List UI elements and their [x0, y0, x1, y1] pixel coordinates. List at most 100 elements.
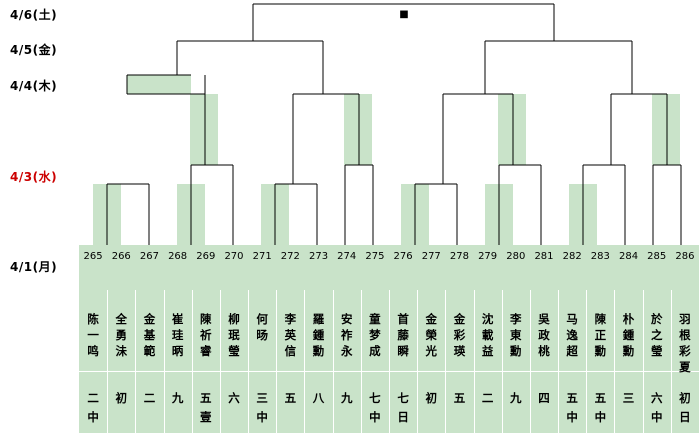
player-column: 279 沈載益二 — [474, 245, 502, 433]
player-number: 269 — [196, 251, 216, 262]
date-label-apr4: 4/4(木) — [10, 79, 58, 93]
player-name: 於之瑩 — [650, 312, 663, 358]
player-column: 283 陳正勳五中 — [586, 245, 614, 433]
player-column: 265 陈一鸣二中 — [79, 245, 107, 433]
player-column: 282 马逸超五中 — [558, 245, 586, 433]
player-name: 童梦成 — [369, 312, 381, 358]
player-name: 马逸超 — [566, 312, 578, 358]
player-column: 277 金榮光初 — [417, 245, 445, 433]
player-rank: 九 — [510, 391, 522, 405]
column-separator — [276, 290, 278, 433]
player-name: 陳正勳 — [594, 312, 607, 358]
column-separator — [642, 290, 644, 433]
player-column: 285 於之瑩六中 — [643, 245, 671, 433]
column-separator — [445, 290, 447, 433]
player-name: 安祚永 — [340, 312, 353, 358]
player-name: 金基範 — [143, 312, 156, 358]
column-separator — [107, 290, 109, 433]
player-name: 金榮光 — [425, 312, 438, 358]
player-name: 陳祈睿 — [200, 312, 212, 358]
player-number: 282 — [562, 251, 582, 262]
column-separator — [248, 290, 250, 433]
player-name: 羅鍾勳 — [312, 312, 325, 358]
player-rank: 五 — [284, 391, 297, 405]
player-column: 276 首藤瞬 七日 — [389, 245, 417, 433]
player-rank: 初 — [115, 391, 128, 405]
column-separator — [191, 290, 193, 433]
column-separator — [614, 290, 616, 433]
player-rank: 五中 — [594, 391, 607, 424]
player-number: 278 — [449, 251, 469, 262]
winner-mark: ■ — [399, 9, 408, 20]
player-rank: 七中 — [369, 391, 381, 424]
player-rank: 七日 — [397, 391, 409, 424]
player-rank: 九 — [171, 391, 184, 405]
player-name: 崔珪昞 — [171, 312, 184, 358]
player-name: 沈載益 — [481, 312, 494, 358]
player-name: 首藤瞬 — [397, 312, 409, 358]
highlight-block — [652, 94, 680, 165]
player-number: 285 — [647, 251, 667, 262]
player-name: 陈一鸣 — [87, 312, 99, 358]
player-name: 李東勳 — [510, 312, 522, 358]
player-rank: 五壹 — [200, 391, 212, 424]
player-column: 280 李東勳九 — [502, 245, 530, 433]
player-number: 271 — [252, 251, 272, 262]
player-rank: 四 — [538, 391, 550, 405]
column-separator — [332, 290, 334, 433]
bracket-lines — [106, 3, 682, 245]
column-separator — [360, 290, 362, 433]
player-name: 柳珉瑩 — [228, 312, 240, 358]
player-name: 李英信 — [284, 312, 297, 358]
player-column: 278 金彩瑛五 — [445, 245, 473, 433]
player-rank: 三 — [622, 391, 635, 405]
player-name: 朴鍾勳 — [622, 312, 635, 358]
player-number: 265 — [83, 251, 103, 262]
player-name: 金彩瑛 — [453, 312, 466, 358]
player-name: 何旸 — [256, 312, 268, 342]
player-rank: 八 — [312, 391, 325, 405]
player-number: 283 — [590, 251, 610, 262]
player-table: 265 陈一鸣 二中 266 全勇沬初 267 金基範二 268 崔珪昞九 269 陳祈睿 五壹 270… — [79, 245, 699, 433]
player-number: 268 — [168, 251, 188, 262]
tournament-bracket: ■ — [93, 3, 682, 245]
column-separator — [670, 290, 672, 433]
player-number: 275 — [365, 251, 385, 262]
player-number: 274 — [337, 251, 357, 262]
player-name: 吳政桃 — [538, 312, 550, 358]
player-rank: 六中 — [650, 391, 663, 424]
player-number: 286 — [675, 251, 695, 262]
player-rank: 二 — [143, 391, 156, 405]
player-column: 275 童梦成七中 — [361, 245, 389, 433]
player-number: 284 — [618, 251, 639, 262]
date-label-apr6: 4/6(土) — [10, 8, 58, 22]
column-separator — [389, 290, 390, 433]
player-number: 270 — [224, 251, 244, 262]
player-rank: 初日 — [679, 391, 691, 424]
winner-path-highlights — [93, 75, 680, 245]
column-separator — [135, 290, 137, 433]
player-number: 272 — [280, 251, 300, 262]
player-number: 281 — [534, 251, 554, 262]
column-separator — [219, 290, 221, 433]
player-rank: 二中 — [87, 391, 99, 424]
player-number: 273 — [308, 251, 329, 262]
player-column: 284 朴鍾勳三 — [614, 245, 642, 433]
column-separator — [501, 290, 503, 433]
date-label-apr1: 4/1(月) — [10, 260, 58, 274]
player-number: 267 — [139, 251, 159, 262]
column-separator — [304, 290, 306, 433]
player-column: 274 安祚永九 — [333, 245, 361, 433]
player-column: 268 崔珪昞九 — [164, 245, 192, 433]
player-column: 272 李英信五 — [276, 245, 304, 433]
player-rank: 三中 — [256, 391, 268, 424]
player-column: 286 羽根彩夏初日 — [671, 245, 699, 433]
player-name: 全勇沬 — [115, 312, 128, 358]
player-number: 277 — [421, 251, 441, 262]
column-separator — [529, 290, 531, 433]
player-rank: 六 — [228, 391, 240, 405]
player-name: 羽根彩夏 — [679, 312, 691, 374]
player-column: 281 吳政桃四 — [530, 245, 558, 433]
highlight-block — [127, 75, 191, 94]
player-rank: 五中 — [566, 391, 578, 424]
